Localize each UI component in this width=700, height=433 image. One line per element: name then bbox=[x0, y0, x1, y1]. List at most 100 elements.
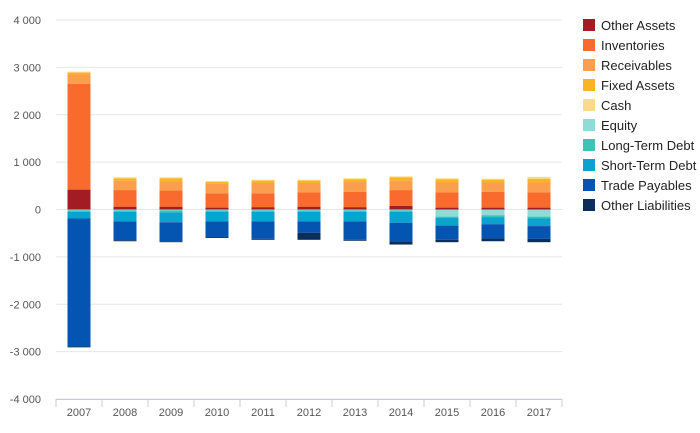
bar-segment bbox=[389, 241, 413, 245]
legend-item[interactable]: Trade Payables bbox=[583, 178, 692, 193]
bar-segment bbox=[435, 218, 459, 226]
bar-segment bbox=[67, 218, 91, 347]
bar-segment bbox=[113, 177, 137, 179]
x-tick-label: 2008 bbox=[113, 407, 137, 419]
bar-segment bbox=[527, 178, 551, 183]
bar-segment bbox=[159, 190, 183, 207]
legend-swatch bbox=[583, 119, 595, 131]
bar-segment bbox=[435, 209, 459, 217]
x-tick-label: 2017 bbox=[527, 407, 551, 419]
legend-item[interactable]: Other Assets bbox=[583, 18, 676, 33]
legend-swatch bbox=[583, 79, 595, 91]
y-tick-label: 4 000 bbox=[13, 15, 41, 27]
bar-segment bbox=[113, 180, 137, 191]
bar-segment bbox=[159, 210, 183, 213]
bar-segment bbox=[67, 210, 91, 212]
bar-segment bbox=[435, 207, 459, 210]
bar-segment bbox=[481, 209, 505, 216]
legend-item[interactable]: Equity bbox=[583, 118, 638, 133]
bar-segment bbox=[67, 189, 91, 210]
bar-segment bbox=[435, 216, 459, 219]
bar-segment bbox=[251, 209, 275, 211]
bar-segment bbox=[205, 211, 229, 222]
bar-segment bbox=[527, 207, 551, 210]
bar-segment bbox=[297, 211, 321, 222]
y-tick-label: 3 000 bbox=[13, 62, 41, 74]
bar-stack-2009 bbox=[159, 177, 183, 243]
legend-item[interactable]: Other Liabilities bbox=[583, 198, 691, 213]
legend-swatch bbox=[583, 179, 595, 191]
bar-segment bbox=[205, 183, 229, 194]
bar-segment bbox=[343, 179, 367, 183]
legend-item[interactable]: Cash bbox=[583, 98, 631, 113]
legend-label: Cash bbox=[601, 98, 631, 113]
bar-segment bbox=[481, 238, 505, 242]
legend-swatch bbox=[583, 99, 595, 111]
legend-item[interactable]: Fixed Assets bbox=[583, 78, 675, 93]
bar-segment bbox=[205, 182, 229, 184]
bar-segment bbox=[389, 180, 413, 191]
bar-segment bbox=[159, 177, 183, 179]
bar-stack-2012 bbox=[297, 179, 321, 240]
bar-segment bbox=[251, 211, 275, 222]
bar-segment bbox=[297, 182, 321, 193]
legend-label: Trade Payables bbox=[601, 178, 692, 193]
bar-segment bbox=[527, 226, 551, 239]
bar-segment bbox=[435, 182, 459, 193]
bar-segment bbox=[527, 192, 551, 208]
bar-segment bbox=[481, 178, 505, 180]
bar-segment bbox=[297, 232, 321, 240]
bar-segment bbox=[159, 206, 183, 210]
bar-segment bbox=[159, 212, 183, 223]
bar-segment bbox=[389, 190, 413, 206]
y-tick-label: -1 000 bbox=[10, 252, 41, 264]
x-tick-label: 2012 bbox=[297, 407, 321, 419]
bar-stack-2016 bbox=[481, 178, 505, 242]
bar-segment bbox=[205, 210, 229, 212]
bar-segment bbox=[251, 221, 275, 239]
x-tick-label: 2016 bbox=[481, 407, 505, 419]
bar-segment bbox=[251, 180, 275, 183]
bar-segment bbox=[251, 207, 275, 210]
legend-item[interactable]: Receivables bbox=[583, 58, 672, 73]
y-axis: 4 000 3 000 2 000 1 000 0 -1 000 -2 000 -3 000 -… bbox=[10, 15, 41, 406]
legend-swatch bbox=[583, 19, 595, 31]
bar-segment bbox=[297, 209, 321, 211]
bar-segment bbox=[113, 206, 137, 210]
legend-item[interactable]: Long-Term Debt bbox=[583, 138, 695, 153]
bar-segment bbox=[481, 182, 505, 192]
bar-segment bbox=[527, 209, 551, 217]
bar-segment bbox=[67, 211, 91, 219]
y-tick-label: -2 000 bbox=[10, 299, 41, 311]
bar-segment bbox=[251, 182, 275, 194]
bar-segment bbox=[481, 217, 505, 225]
x-tick-label: 2007 bbox=[67, 407, 91, 419]
bar-segment bbox=[205, 209, 229, 211]
bar-segment bbox=[343, 210, 367, 212]
x-tick-label: 2010 bbox=[205, 407, 229, 419]
bar-segment bbox=[343, 209, 367, 211]
bar-segment bbox=[435, 225, 459, 240]
bar-segment bbox=[113, 209, 137, 211]
bar-segment bbox=[113, 240, 137, 242]
x-tick-label: 2011 bbox=[251, 407, 275, 419]
bar-segment bbox=[67, 209, 91, 211]
bar-segment bbox=[205, 236, 229, 238]
x-tick-label: 2009 bbox=[159, 407, 183, 419]
bar-segment bbox=[113, 211, 137, 222]
bar-segment bbox=[251, 193, 275, 208]
bar-segment bbox=[435, 179, 459, 183]
legend-swatch bbox=[583, 139, 595, 151]
legend-item[interactable]: Short-Term Debt bbox=[583, 158, 697, 173]
bar-segment bbox=[481, 224, 505, 239]
bar-segment bbox=[481, 215, 505, 218]
bar-segment bbox=[67, 72, 91, 75]
bar-segment bbox=[297, 221, 321, 233]
bar-segment bbox=[159, 222, 183, 242]
bar-segment bbox=[205, 193, 229, 208]
bar-segment bbox=[481, 179, 505, 183]
legend-label: Inventories bbox=[601, 38, 665, 53]
legend-item[interactable]: Inventories bbox=[583, 38, 665, 53]
bar-segment bbox=[159, 241, 183, 243]
